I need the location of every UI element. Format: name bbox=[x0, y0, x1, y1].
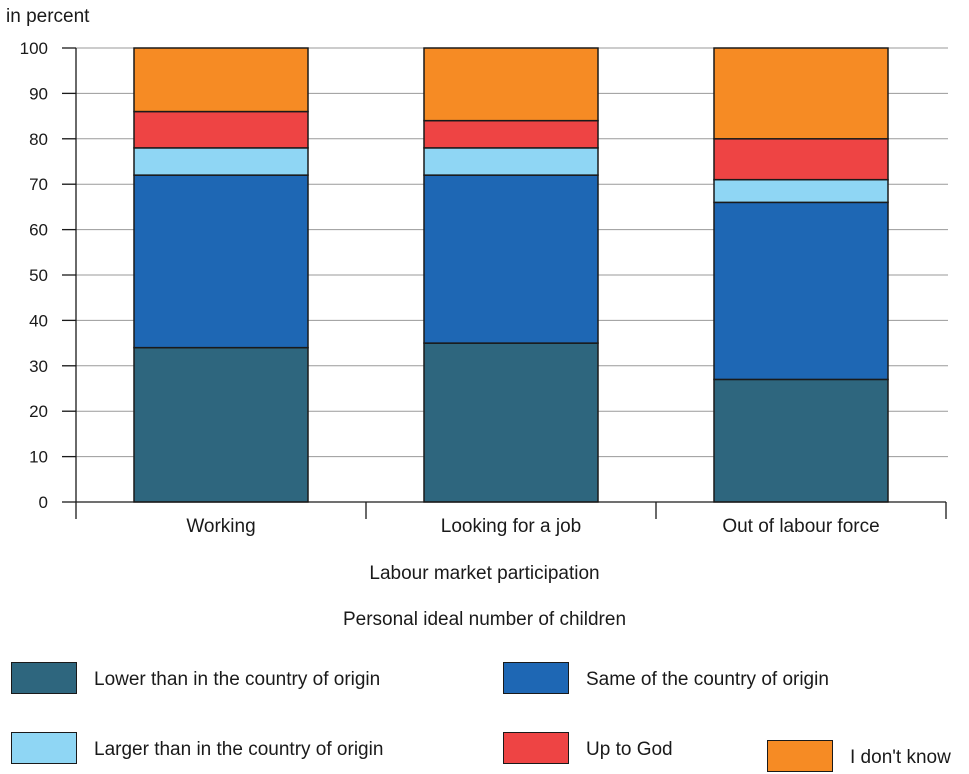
legend-swatch-larger bbox=[11, 732, 77, 764]
legend-label-same: Same of the country of origin bbox=[586, 669, 829, 690]
legend-label-god: Up to God bbox=[586, 739, 673, 760]
bar-segment-0-3 bbox=[133, 110, 309, 149]
x-category-label-1: Looking for a job bbox=[441, 516, 582, 537]
bar-segment-2-4 bbox=[713, 47, 889, 140]
legend-label-larger: Larger than in the country of origin bbox=[94, 739, 384, 760]
y-axis-label: in percent bbox=[6, 6, 90, 27]
x-axis-label: Labour market participation bbox=[369, 563, 600, 584]
bar-segment-1-2 bbox=[423, 147, 599, 176]
y-tick-label-100: 100 bbox=[20, 39, 48, 58]
y-tick-label-40: 40 bbox=[29, 311, 48, 330]
legend-swatch-dont-know bbox=[767, 740, 833, 772]
y-tick-label-30: 30 bbox=[29, 357, 48, 376]
legend-swatch-same bbox=[503, 662, 569, 694]
bar-segment-2-0 bbox=[713, 378, 889, 503]
bar-segment-2-2 bbox=[713, 178, 889, 204]
legend-label-dont-know: I don't know bbox=[850, 747, 951, 768]
bar-segment-1-4 bbox=[423, 47, 599, 122]
y-tick-label-20: 20 bbox=[29, 402, 48, 421]
bar-segment-0-0 bbox=[133, 346, 309, 503]
y-tick-label-10: 10 bbox=[29, 448, 48, 467]
y-tick-label-70: 70 bbox=[29, 175, 48, 194]
stacked-bar-chart: 0 10 20 30 40 50 60 70 80 90 100 Working Looking for… bbox=[20, 39, 948, 537]
bars bbox=[133, 47, 889, 503]
bar-segment-1-0 bbox=[423, 342, 599, 503]
y-tick-label-50: 50 bbox=[29, 266, 48, 285]
y-tick-label-0: 0 bbox=[39, 493, 48, 512]
axes: 0 10 20 30 40 50 60 70 80 90 100 Working Looking for… bbox=[20, 39, 947, 537]
x-category-label-0: Working bbox=[186, 516, 255, 537]
bar-segment-2-1 bbox=[713, 201, 889, 381]
legend-title: Personal ideal number of children bbox=[342, 609, 627, 630]
y-tick-label-60: 60 bbox=[29, 221, 48, 240]
y-tick-label-90: 90 bbox=[29, 84, 48, 103]
x-category-label-2: Out of labour force bbox=[722, 516, 879, 537]
bar-segment-0-1 bbox=[133, 174, 309, 349]
bar-segment-0-4 bbox=[133, 47, 309, 113]
bar-segment-2-3 bbox=[713, 138, 889, 181]
y-tick-label-80: 80 bbox=[29, 130, 48, 149]
legend-label-lower: Lower than in the country of origin bbox=[94, 669, 381, 690]
legend-swatch-god bbox=[503, 732, 569, 764]
bar-segment-1-3 bbox=[423, 119, 599, 149]
bar-segment-1-1 bbox=[423, 174, 599, 344]
legend-swatch-lower bbox=[11, 662, 77, 694]
bar-segment-0-2 bbox=[133, 147, 309, 176]
